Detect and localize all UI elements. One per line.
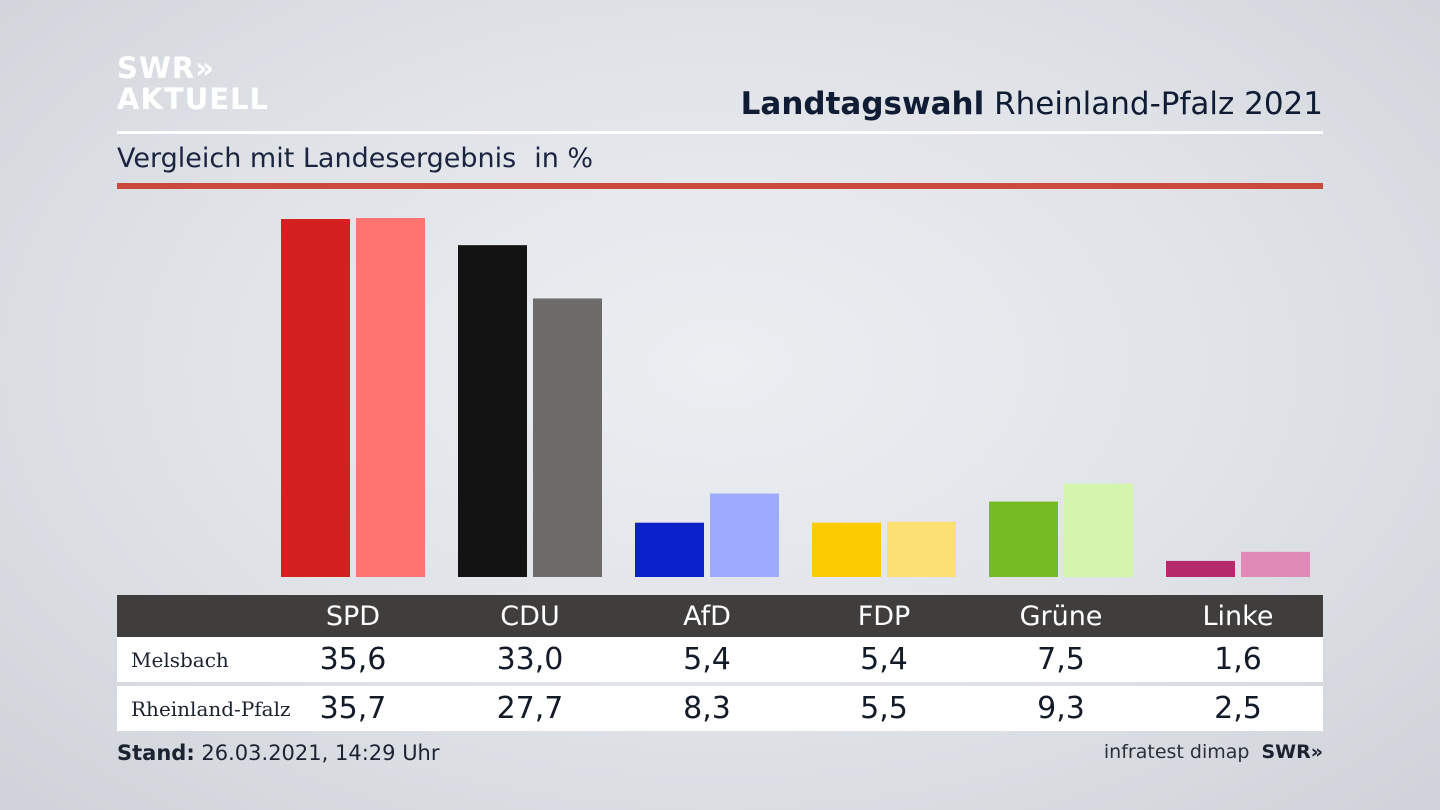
bar-fdp-melsbach bbox=[812, 522, 881, 577]
header-cell-gruene: Grüne bbox=[1019, 600, 1103, 632]
row-label: Melsbach bbox=[131, 647, 229, 672]
swr-brand-logo: SWR» bbox=[1261, 741, 1323, 763]
results-table: SPD CDU AfD FDP Grüne Linke Melsbach 35,… bbox=[117, 595, 1323, 731]
swr-aktuell-logo: SWR» AKTUELL bbox=[117, 54, 269, 114]
table-cell: 9,3 bbox=[1037, 691, 1085, 726]
table-cell: 5,4 bbox=[860, 642, 908, 677]
header-divider bbox=[117, 131, 1323, 134]
bar-fdp-rheinland-pfalz bbox=[887, 521, 956, 577]
table-header: SPD CDU AfD FDP Grüne Linke bbox=[117, 595, 1323, 637]
bar-spd-rheinland-pfalz bbox=[356, 218, 425, 577]
row-label: Rheinland-Pfalz bbox=[131, 696, 291, 721]
timestamp: Stand: 26.03.2021, 14:29 Uhr bbox=[117, 741, 440, 765]
bar-spd-melsbach bbox=[281, 219, 350, 577]
bar-afd-rheinland-pfalz bbox=[710, 493, 779, 577]
title-rest: Rheinland-Pfalz 2021 bbox=[994, 86, 1323, 122]
source-credit: infratest dimap SWR» bbox=[1104, 741, 1323, 763]
bar-cdu-rheinland-pfalz bbox=[533, 298, 602, 577]
bar-gruene-melsbach bbox=[989, 501, 1058, 577]
table-cell: 33,0 bbox=[496, 642, 564, 677]
stand-value: 26.03.2021, 14:29 Uhr bbox=[201, 741, 440, 765]
subtitle-text: Vergleich mit Landesergebnis bbox=[117, 143, 517, 174]
bar-afd-melsbach bbox=[635, 522, 704, 577]
header-cell-afd: AfD bbox=[683, 600, 731, 632]
header-cell-spd: SPD bbox=[325, 600, 381, 632]
table-cell: 35,7 bbox=[319, 691, 387, 726]
bar-linke-melsbach bbox=[1166, 560, 1235, 577]
bar-linke-rheinland-pfalz bbox=[1241, 551, 1310, 577]
header-cell-fdp: FDP bbox=[857, 600, 911, 632]
table-cell: 5,4 bbox=[683, 642, 731, 677]
subtitle-unit: in % bbox=[534, 143, 594, 174]
header-cell-linke: Linke bbox=[1202, 600, 1274, 632]
table-cell: 2,5 bbox=[1214, 691, 1262, 726]
header-cell-cdu: CDU bbox=[500, 600, 560, 632]
logo-line-1: SWR» bbox=[117, 51, 215, 85]
logo-line-2: AKTUELL bbox=[117, 82, 270, 116]
bar-cdu-melsbach bbox=[458, 245, 527, 577]
accent-rule bbox=[117, 183, 1323, 189]
table-row: Rheinland-Pfalz 35,7 27,7 8,3 5,5 9,3 2,… bbox=[117, 686, 1323, 731]
table-row: Melsbach 35,6 33,0 5,4 5,4 7,5 1,6 bbox=[117, 637, 1323, 682]
title-bold: Landtagswahl bbox=[740, 86, 985, 122]
table-cell: 27,7 bbox=[496, 691, 564, 726]
stand-label: Stand: bbox=[117, 741, 195, 765]
table-cell: 7,5 bbox=[1037, 642, 1085, 677]
source-text: infratest dimap bbox=[1103, 741, 1250, 763]
bar-gruene-rheinland-pfalz bbox=[1064, 483, 1133, 577]
page-title: Landtagswahl Rheinland-Pfalz 2021 bbox=[741, 86, 1323, 122]
table-cell: 35,6 bbox=[319, 642, 387, 677]
chart-subtitle: Vergleich mit Landesergebnis in % bbox=[117, 143, 593, 174]
table-cell: 1,6 bbox=[1214, 642, 1262, 677]
table-cell: 8,3 bbox=[683, 691, 731, 726]
table-cell: 5,5 bbox=[860, 691, 908, 726]
